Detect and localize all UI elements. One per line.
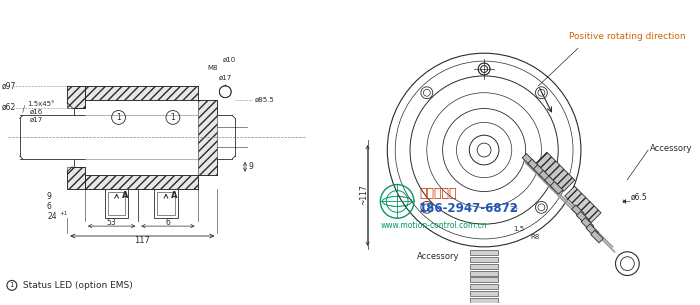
Bar	[470, 291, 498, 296]
Text: 1.5x45°: 1.5x45°	[28, 101, 55, 106]
Bar	[470, 284, 498, 289]
Bar	[67, 86, 85, 108]
Text: 1: 1	[10, 282, 14, 289]
Bar	[105, 188, 128, 218]
Bar	[85, 175, 197, 188]
Polygon shape	[565, 186, 601, 223]
Text: Positive rotating direction: Positive rotating direction	[569, 32, 686, 41]
Text: 35: 35	[510, 206, 518, 212]
Polygon shape	[572, 205, 584, 217]
Text: A: A	[171, 191, 177, 200]
Polygon shape	[581, 218, 594, 230]
Bar	[470, 250, 498, 255]
Polygon shape	[536, 152, 575, 191]
Bar	[85, 86, 197, 100]
Text: ~117: ~117	[359, 184, 368, 205]
Text: 53: 53	[107, 218, 116, 227]
Polygon shape	[545, 176, 557, 188]
Text: ø17: ø17	[218, 75, 232, 81]
Polygon shape	[528, 159, 540, 172]
Text: 1: 1	[171, 113, 175, 122]
Text: ø97: ø97	[2, 81, 16, 90]
Bar	[470, 257, 498, 262]
Text: 1.5: 1.5	[513, 226, 524, 232]
Text: R8: R8	[531, 234, 540, 240]
Text: 186-2947-6872: 186-2947-6872	[419, 202, 519, 215]
Bar	[67, 167, 85, 188]
Text: ø6.5: ø6.5	[630, 193, 647, 202]
Bar	[154, 188, 178, 218]
Text: 1: 1	[116, 113, 121, 122]
Text: Accessory: Accessory	[417, 252, 459, 261]
Text: 9: 9	[249, 162, 254, 171]
Text: +1: +1	[60, 211, 67, 216]
Text: 6: 6	[165, 218, 170, 227]
Bar	[157, 192, 175, 215]
Bar	[108, 192, 125, 215]
Text: 9: 9	[47, 192, 52, 201]
Text: www.motion-control.com.cn: www.motion-control.com.cn	[380, 221, 487, 230]
Text: ø62: ø62	[2, 103, 16, 112]
Bar	[470, 271, 498, 275]
Bar	[470, 298, 498, 303]
Text: Accessory: Accessory	[650, 144, 692, 152]
Bar	[197, 100, 218, 175]
Text: ø10: ø10	[223, 57, 236, 63]
Text: M8: M8	[207, 65, 218, 71]
Text: ø17: ø17	[29, 117, 43, 122]
Polygon shape	[576, 211, 589, 224]
Polygon shape	[533, 165, 546, 178]
Polygon shape	[522, 154, 535, 166]
Polygon shape	[591, 230, 603, 243]
Text: Status LED (option EMS): Status LED (option EMS)	[20, 281, 132, 290]
Text: 117: 117	[134, 236, 150, 246]
Text: ø16: ø16	[29, 109, 43, 114]
Text: 24: 24	[48, 212, 57, 221]
Polygon shape	[550, 181, 563, 194]
Text: ø85.5: ø85.5	[255, 97, 274, 103]
Text: 6: 6	[47, 202, 52, 211]
Text: 西安德伍拓: 西安德伍拓	[419, 187, 456, 200]
Bar	[470, 264, 498, 269]
Polygon shape	[586, 224, 598, 237]
Bar	[470, 278, 498, 282]
Polygon shape	[539, 170, 552, 183]
Text: A: A	[122, 191, 128, 200]
